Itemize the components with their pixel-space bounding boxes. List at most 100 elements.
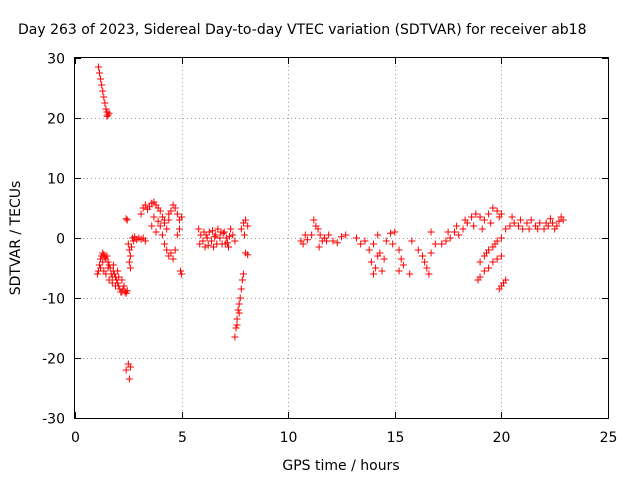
data-point <box>227 225 235 233</box>
data-point <box>109 261 117 269</box>
data-point <box>225 243 233 251</box>
data-point <box>408 237 416 245</box>
data-point <box>369 240 377 248</box>
data-point <box>141 201 149 209</box>
data-point <box>357 240 365 248</box>
data-point <box>100 93 108 101</box>
data-point <box>114 267 122 275</box>
data-point <box>450 228 458 236</box>
data-point <box>517 216 525 224</box>
data-point <box>514 222 522 230</box>
data-point <box>120 282 128 290</box>
data-point <box>487 219 495 227</box>
data-point <box>414 246 422 254</box>
data-point <box>125 258 133 266</box>
x-tick-label: 5 <box>178 430 187 446</box>
data-point <box>459 225 467 233</box>
data-point <box>374 231 382 239</box>
data-point <box>123 216 131 224</box>
data-point <box>171 204 179 212</box>
data-point <box>125 375 133 383</box>
data-point <box>126 252 134 260</box>
data-point <box>387 229 395 237</box>
data-point <box>476 213 484 221</box>
data-point <box>229 231 237 239</box>
data-point <box>551 225 559 233</box>
data-point <box>118 276 126 284</box>
data-point <box>523 219 531 227</box>
data-point <box>310 216 318 224</box>
data-point <box>495 213 503 221</box>
data-point <box>150 213 158 221</box>
data-point <box>308 231 316 239</box>
data-point <box>173 231 181 239</box>
data-point <box>207 237 215 245</box>
data-point <box>231 333 239 341</box>
y-tick-label: 10 <box>47 172 65 188</box>
data-point <box>244 222 252 230</box>
data-point <box>238 276 246 284</box>
data-point <box>493 207 501 215</box>
data-point <box>399 261 407 269</box>
data-point <box>468 213 476 221</box>
data-point <box>122 215 130 223</box>
x-tick-label: 10 <box>280 430 298 446</box>
data-point <box>213 240 221 248</box>
data-point <box>361 237 369 245</box>
x-tick-label: 15 <box>387 430 405 446</box>
x-tick-label: 20 <box>493 430 511 446</box>
data-point <box>497 234 505 242</box>
data-point <box>423 264 431 272</box>
data-point <box>196 240 204 248</box>
data-point <box>323 237 331 245</box>
y-tick-label: 20 <box>47 112 65 128</box>
data-point <box>472 210 480 218</box>
data-point <box>234 306 242 314</box>
data-point <box>497 252 505 260</box>
data-point <box>163 246 171 254</box>
data-point <box>127 243 135 251</box>
data-point <box>171 246 179 254</box>
data-point <box>130 237 138 245</box>
data-point <box>365 246 373 254</box>
data-point <box>237 285 245 293</box>
data-point <box>376 249 384 257</box>
data-point <box>427 249 435 257</box>
data-point <box>342 231 350 239</box>
data-point <box>199 237 207 245</box>
data-point <box>97 75 105 83</box>
data-point <box>210 243 218 251</box>
y-tick-label: 0 <box>56 232 65 248</box>
data-point <box>316 231 324 239</box>
data-point <box>110 270 118 278</box>
data-point <box>178 213 186 221</box>
data-point <box>231 237 239 245</box>
data-point <box>369 270 377 278</box>
data-point <box>301 231 309 239</box>
data-point <box>94 63 102 71</box>
data-point <box>175 225 183 233</box>
y-tick-label: -10 <box>42 292 65 308</box>
data-point <box>303 236 311 244</box>
data-point <box>525 225 533 233</box>
data-point <box>237 225 245 233</box>
data-point <box>222 234 230 242</box>
data-point <box>338 233 345 241</box>
data-point <box>126 363 134 371</box>
data-point <box>534 225 542 233</box>
data-point <box>148 222 156 230</box>
data-point <box>146 203 154 211</box>
data-point <box>101 99 109 107</box>
data-point <box>156 207 164 215</box>
data-point <box>244 251 252 259</box>
data-point <box>536 219 544 227</box>
data-point <box>446 234 454 242</box>
data-point <box>508 213 516 221</box>
data-point <box>502 225 510 233</box>
data-point <box>482 249 490 257</box>
data-point <box>506 222 514 230</box>
data-point <box>161 216 169 224</box>
data-point <box>100 267 108 275</box>
data-point <box>214 225 222 233</box>
data-point <box>378 267 386 275</box>
